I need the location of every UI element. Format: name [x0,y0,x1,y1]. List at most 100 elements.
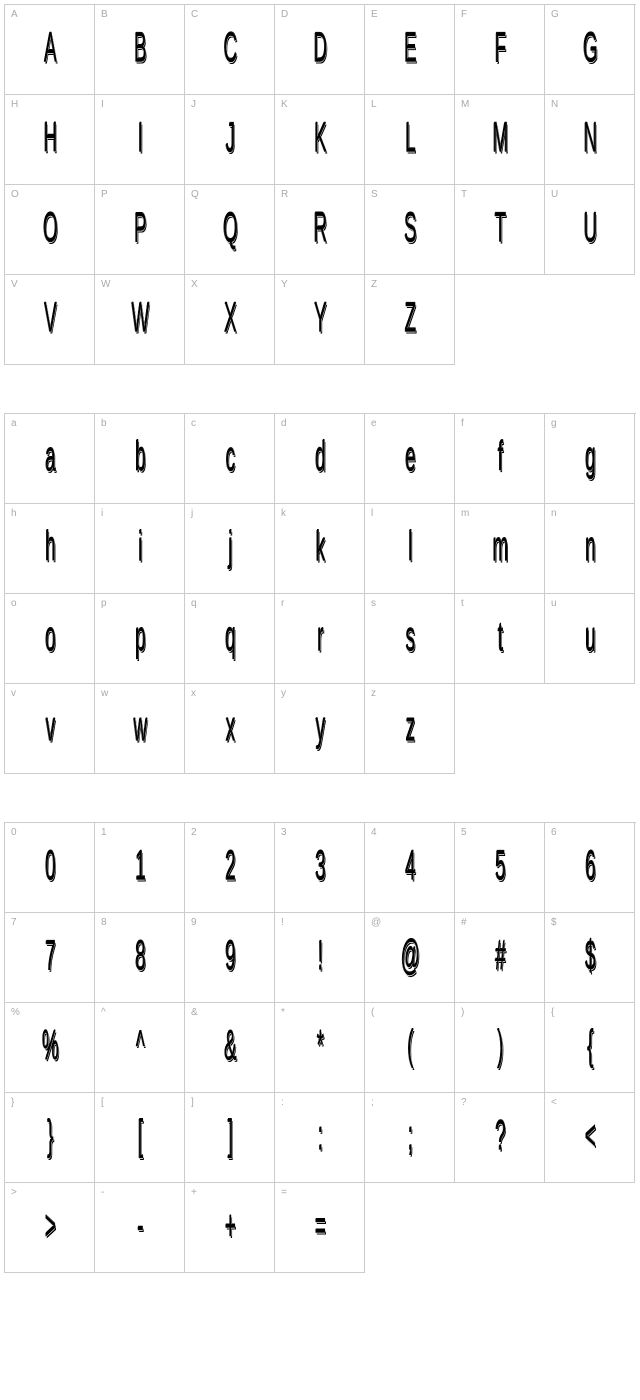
glyph-cell: rr [275,594,365,684]
glyph-cell: HH [5,95,95,185]
glyph-row: >>--++== [5,1183,636,1273]
cell-glyph: 9 [225,931,235,979]
cell-label: ( [371,1007,374,1018]
cell-label: V [11,279,18,290]
cell-glyph: ) [497,1021,502,1069]
cell-label: > [11,1187,17,1198]
glyph-cell: == [275,1183,365,1273]
cell-label: F [461,9,467,20]
character-map-root: AABBCCDDEEFFGGHHIIJJKKLLMMNNOOPPQQRRSSTT… [0,4,640,1273]
cell-glyph: ( [407,1021,412,1069]
cell-label: o [11,598,17,609]
cell-label: w [101,688,108,699]
cell-label: # [461,917,467,928]
glyph-cell: II [95,95,185,185]
glyph-cell: JJ [185,95,275,185]
cell-glyph: ] [227,1111,231,1159]
cell-glyph: a [45,432,55,480]
cell-glyph: B [134,23,146,71]
glyph-cell: xx [185,684,275,774]
cell-label: Q [191,189,199,200]
cell-glyph: [ [137,1111,141,1159]
glyph-cell: << [545,1093,635,1183]
glyph-cell: EE [365,5,455,95]
glyph-cell: RR [275,185,365,275]
cell-label: G [551,9,559,20]
cell-label: v [11,688,16,699]
glyph-cell: )) [455,1003,545,1093]
cell-label: [ [101,1097,104,1108]
glyph-cell: [[ [95,1093,185,1183]
cell-label: x [191,688,196,699]
cell-label: 1 [101,827,107,838]
cell-glyph: x [225,702,234,750]
glyph-cell: 55 [455,823,545,913]
cell-label: L [371,99,377,110]
glyph-cell: ss [365,594,455,684]
cell-glyph: z [405,702,414,750]
section-lowercase: aabbccddeeffgghhiijjkkllmmnnooppqqrrsstt… [4,413,636,774]
cell-glyph: Y [314,293,326,341]
glyph-cell [545,1183,635,1273]
cell-glyph: u [585,612,595,660]
cell-label: J [191,99,196,110]
cell-glyph: Z [404,293,415,341]
glyph-cell: {{ [545,1003,635,1093]
glyph-cell [545,684,635,774]
glyph-cell [455,275,545,365]
glyph-cell: hh [5,504,95,594]
glyph-cell: !! [275,913,365,1003]
cell-glyph: & [224,1021,236,1069]
cell-label: 8 [101,917,107,928]
cell-label: 9 [191,917,197,928]
cell-glyph: - [137,1201,142,1249]
cell-label: < [551,1097,557,1108]
cell-glyph: A [44,23,56,71]
glyph-cell: PP [95,185,185,275]
cell-glyph: + [224,1201,234,1249]
cell-label: X [191,279,198,290]
section-numbers-symbols: 00112233445566778899!!@@##$$%%^^&&**(())… [4,822,636,1273]
cell-label: O [11,189,19,200]
cell-label: E [371,9,378,20]
cell-label: c [191,418,196,429]
cell-label: { [551,1007,554,1018]
cell-glyph: h [45,522,55,570]
cell-label: 2 [191,827,197,838]
cell-glyph: K [314,113,326,161]
cell-glyph: ^ [136,1021,144,1069]
cell-glyph: @ [400,931,418,979]
glyph-cell: MM [455,95,545,185]
glyph-cell: 11 [95,823,185,913]
cell-glyph: i [138,522,141,570]
glyph-cell: YY [275,275,365,365]
glyph-cell: @@ [365,913,455,1003]
cell-label: C [191,9,198,20]
cell-label: S [371,189,378,200]
glyph-cell: $$ [545,913,635,1003]
cell-glyph: b [135,432,145,480]
cell-glyph: v [45,702,54,750]
cell-label: g [551,418,557,429]
glyph-cell: bb [95,414,185,504]
cell-glyph: k [315,522,324,570]
glyph-cell: 00 [5,823,95,913]
cell-label: U [551,189,558,200]
cell-glyph: 7 [45,931,55,979]
cell-label: A [11,9,18,20]
glyph-cell: ee [365,414,455,504]
glyph-cell: zz [365,684,455,774]
glyph-cell [455,684,545,774]
glyph-cell: 22 [185,823,275,913]
glyph-cell: ^^ [95,1003,185,1093]
glyph-cell: TT [455,185,545,275]
glyph-cell: ii [95,504,185,594]
cell-glyph: 2 [225,841,235,889]
glyph-cell [365,1183,455,1273]
cell-glyph: e [405,432,415,480]
cell-label: K [281,99,288,110]
glyph-cell: AA [5,5,95,95]
cell-label: M [461,99,469,110]
cell-glyph: d [315,432,325,480]
glyph-cell: UU [545,185,635,275]
